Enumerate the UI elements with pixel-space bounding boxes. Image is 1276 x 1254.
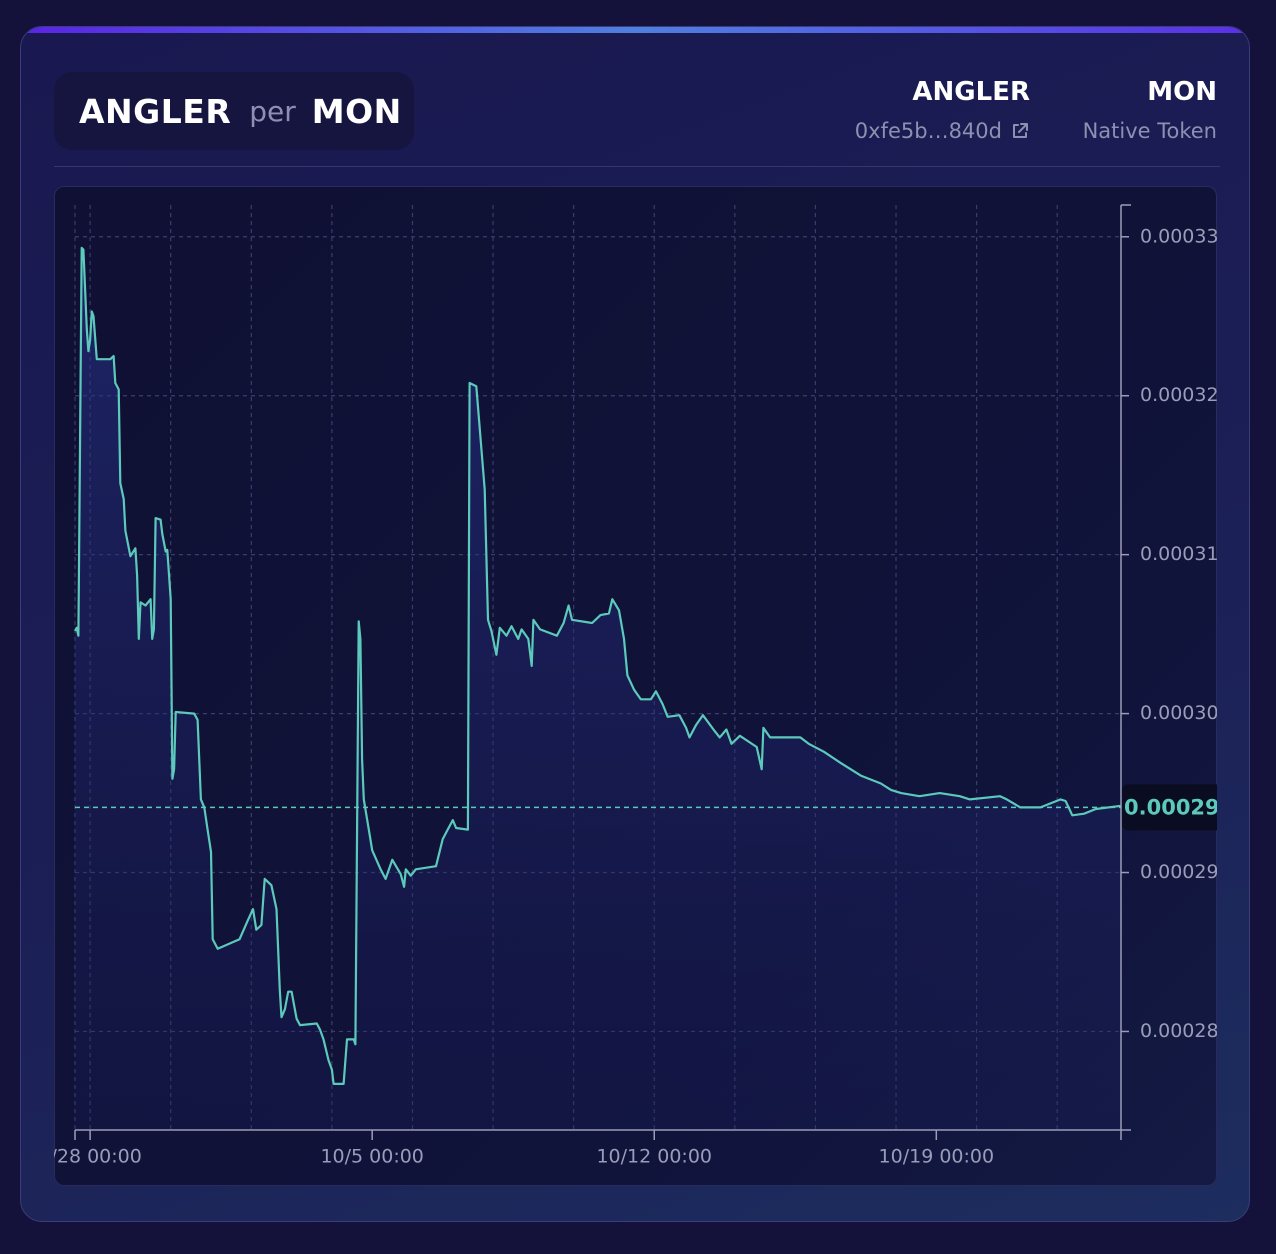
x-tick-label: 10/12 00:00: [596, 1146, 712, 1168]
price-line: [74, 246, 1122, 1086]
per-word: per: [249, 94, 296, 128]
current-price-tag: [1122, 784, 1217, 831]
y-tick-label: 0.00029: [1140, 861, 1217, 883]
price-chart: 0.00028 0.00029 0.00030 0.00031 0.00032 0.000…: [54, 204, 1217, 1168]
current-price-label: 0.00029: [1124, 795, 1217, 819]
x-tick-label: 10/5 00:00: [320, 1146, 423, 1168]
y-tick-label: 0.00031: [1140, 543, 1217, 565]
quote-symbol: MON: [311, 91, 402, 131]
external-link-icon: [1013, 123, 1028, 138]
divider: [54, 166, 1220, 167]
price-area: [75, 247, 1121, 1130]
x-tick-label: 9/28 00:00: [54, 1146, 142, 1168]
y-tick-label: 0.00028: [1140, 1020, 1217, 1042]
y-tick-label: 0.00030: [1140, 702, 1217, 724]
quote-token-info: MON Native Token: [1083, 77, 1217, 143]
token-symbol: MON: [1147, 77, 1217, 107]
token-address-link[interactable]: 0xfe5b…840d: [855, 119, 1030, 143]
token-subtitle: Native Token: [1082, 119, 1217, 143]
token-symbol: ANGLER: [912, 77, 1030, 107]
accent-bar: [21, 27, 1249, 33]
y-tick-label: 0.00032: [1140, 384, 1217, 406]
base-token-info: ANGLER 0xfe5b…840d: [855, 77, 1030, 143]
x-tick-label: 10/19 00:00: [879, 1146, 995, 1168]
token-address: 0xfe5b…840d: [854, 119, 1002, 143]
y-tick-label: 0.00033: [1140, 225, 1217, 247]
pair-title: ANGLER per MON: [54, 72, 414, 150]
base-symbol: ANGLER: [79, 91, 232, 131]
